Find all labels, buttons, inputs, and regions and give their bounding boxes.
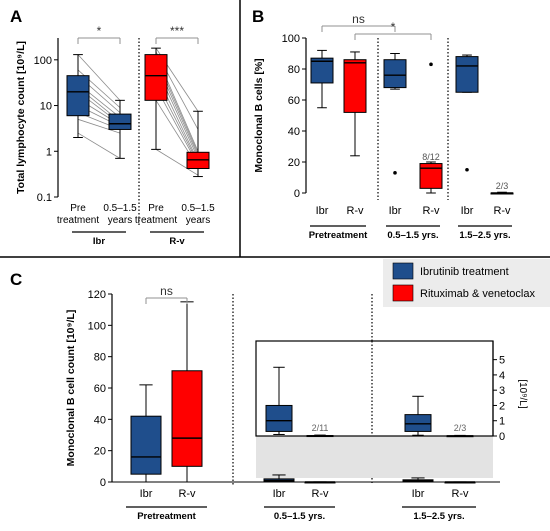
- panel-a-y-tick-label: 1: [46, 146, 52, 158]
- inset-box-0: [265, 404, 293, 432]
- panel-b-annotation-0: 8/12: [422, 152, 440, 162]
- panel-b-group-0: Pretreatment: [309, 230, 368, 241]
- panel-c-letter: C: [10, 270, 22, 289]
- panel-b-box-0: [310, 57, 334, 84]
- panel-c-x-label: Ibr: [412, 488, 425, 500]
- panel-a-x-label-2: treatment: [135, 215, 177, 226]
- panel-c-group-1: 0.5–1.5 yrs.: [274, 511, 325, 522]
- panel-c-y-tick-label: 40: [94, 414, 106, 426]
- panel-c-group-0: Pretreatment: [137, 511, 196, 522]
- legend-label-1: Rituximab & venetoclax: [420, 288, 535, 300]
- panel-b-box-4-outlier-0: [465, 167, 469, 172]
- inset-y-tick-label: 4: [499, 370, 505, 382]
- panel-b-y-label: Monoclonal B cells [%]: [253, 58, 265, 172]
- panel-a-x-label-1: 0.5–1.5: [103, 203, 137, 214]
- panel-b-box-1: [343, 59, 367, 113]
- legend-swatch-1: [392, 284, 414, 302]
- panel-a-group-0: Ibr: [93, 236, 105, 247]
- panel-b-group-1: 0.5–1.5 yrs.: [387, 230, 438, 241]
- legend-swatch-0: [392, 262, 414, 280]
- inset-y-label: [10⁹/L]: [517, 379, 528, 409]
- panel-a-x-label-1: 0.5–1.5: [181, 203, 215, 214]
- panel-c-y-tick-label: 120: [88, 289, 106, 301]
- panel-c-box-0: [130, 415, 162, 475]
- panel-a-y-tick-label: 10: [40, 101, 52, 113]
- panel-a-significance-0: *: [97, 24, 102, 38]
- panel-c-x-label: Ibr: [140, 488, 153, 500]
- panel-b-significance-1: *: [391, 20, 396, 34]
- panel-a-paired-line-1-10: [155, 149, 199, 176]
- panel-b-y-tick-label: 80: [288, 64, 300, 76]
- panel-b-y-tick-label: 60: [288, 95, 300, 107]
- panel-a-x-label-2: years: [186, 215, 210, 226]
- panel-b-box-3-outlier-0: [429, 62, 433, 67]
- panel-c-x-label: Ibr: [273, 488, 286, 500]
- panel-c-group-2: 1.5–2.5 yrs.: [413, 511, 464, 522]
- panel-a-paired-line-0-0: [77, 54, 121, 101]
- inset-box-2: [404, 414, 432, 432]
- inset-frame: [255, 340, 494, 437]
- panel-b-x-label: Ibr: [461, 205, 474, 217]
- panel-c-box-1: [171, 370, 203, 467]
- panel-b-box-4: [455, 56, 479, 93]
- inset-y-tick-label: 0: [499, 431, 505, 443]
- panel-b-letter: B: [252, 7, 264, 26]
- panel-c-y-tick-label: 60: [94, 383, 106, 395]
- inset-annotation-1: 2/3: [454, 423, 467, 433]
- panel-b-box-2-outlier-0: [393, 171, 397, 175]
- panel-b-x-label: R-v: [493, 205, 511, 217]
- inset-annotation-0: 2/11: [312, 423, 329, 433]
- panel-c-x-label: R-v: [311, 488, 329, 500]
- panel-c-x-label: R-v: [451, 488, 469, 500]
- panel-a-group-1: R-v: [169, 236, 185, 247]
- panel-a-box-0-1: [108, 113, 132, 130]
- panel-b-box-3: [419, 163, 443, 189]
- panel-b-box-2: [383, 59, 407, 89]
- panel-a-x-label-1: Pre: [148, 203, 164, 214]
- panel-b-significance-0: ns: [352, 12, 365, 26]
- panel-b-y-tick-label: 0: [294, 188, 300, 200]
- panel-a-x-label-2: years: [108, 215, 132, 226]
- panel-b-x-label: R-v: [422, 205, 440, 217]
- inset-zoom-region: [256, 436, 493, 478]
- inset-y-tick-label: 1: [499, 416, 505, 428]
- panel-a-y-tick-label: 100: [34, 55, 52, 67]
- panel-a-paired-line-0-10: [77, 132, 121, 159]
- panel-c-y-tick-label: 0: [100, 477, 106, 489]
- panel-b-y-tick-label: 20: [288, 157, 300, 169]
- panel-c-y-tick-label: 20: [94, 446, 106, 458]
- inset-y-tick-label: 2: [499, 400, 505, 412]
- panel-b-x-label: Ibr: [389, 205, 402, 217]
- panel-a-y-label: Total lymphocyte count [10⁹/L]: [15, 41, 27, 194]
- panel-a-box-0-0: [66, 75, 90, 117]
- panel-c-y-tick-label: 80: [94, 352, 106, 364]
- panel-b-y-tick-label: 100: [282, 33, 300, 45]
- panel-b-y-tick-label: 40: [288, 126, 300, 138]
- panel-a-letter: A: [10, 7, 22, 26]
- inset-y-tick-label: 5: [499, 355, 505, 367]
- legend-label-0: Ibrutinib treatment: [420, 266, 509, 278]
- panel-a-x-label-2: treatment: [57, 215, 99, 226]
- panel-b-x-label: Ibr: [316, 205, 329, 217]
- panel-b-x-label: R-v: [346, 205, 364, 217]
- panel-c-x-label: R-v: [178, 488, 196, 500]
- panel-a-y-tick-label: 0.1: [37, 192, 52, 204]
- panel-c-significance-0: ns: [160, 284, 173, 298]
- panel-c-y-label: Monoclonal B cell count [10⁹/L]: [65, 310, 77, 467]
- inset-y-tick-label: 3: [499, 385, 505, 397]
- panel-a-x-label-1: Pre: [70, 203, 86, 214]
- panel-a-box-1-0: [144, 54, 168, 101]
- panel-a-paired-line-0-9: [77, 118, 121, 134]
- panel-c-y-tick-label: 100: [88, 320, 106, 332]
- panel-b-annotation-1: 2/3: [496, 181, 509, 191]
- panel-b-group-2: 1.5–2.5 yrs.: [459, 230, 510, 241]
- panel-a-significance-1: ***: [170, 24, 184, 38]
